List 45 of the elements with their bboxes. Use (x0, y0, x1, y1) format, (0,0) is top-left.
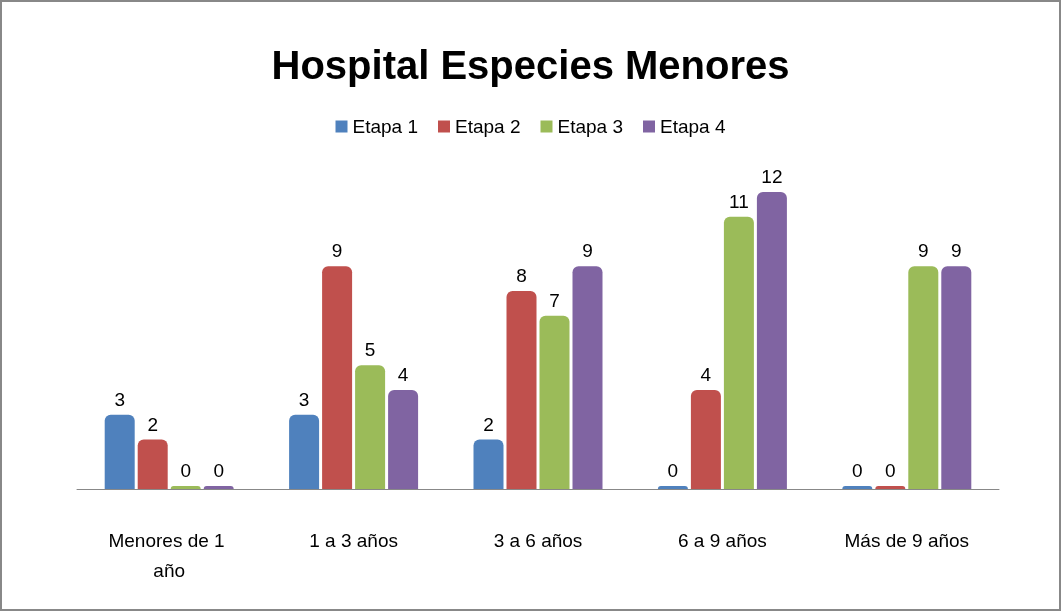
data-label: 9 (951, 240, 962, 262)
x-tick-label: 1 a 3 años (309, 529, 398, 551)
legend-label: Etapa 4 (660, 116, 726, 137)
bar (723, 216, 754, 489)
data-label: 0 (667, 460, 679, 481)
bar (322, 266, 353, 489)
legend-label: Etapa 2 (455, 116, 521, 137)
data-label: 9 (918, 240, 929, 262)
data-label: 5 (364, 339, 376, 361)
bar (473, 439, 504, 489)
data-label: 12 (761, 166, 783, 187)
data-label: 0 (180, 460, 191, 481)
bar (690, 390, 721, 489)
x-tick-label: Más de 9 años (844, 529, 970, 551)
data-label: 9 (331, 240, 343, 262)
legend-label: Etapa 1 (352, 116, 418, 137)
bar (289, 414, 320, 489)
bar (908, 266, 939, 489)
bar (572, 266, 603, 489)
data-label: 2 (483, 413, 494, 435)
data-label: 9 (582, 240, 593, 262)
data-label: 8 (516, 265, 527, 286)
data-label: 0 (885, 460, 896, 481)
chart-title: Hospital Especies Menores (271, 43, 790, 87)
data-label: 4 (397, 364, 409, 385)
bar (539, 315, 570, 489)
bar (388, 390, 419, 489)
data-label: 0 (213, 460, 224, 481)
legend-label: Etapa 3 (557, 116, 623, 137)
x-tick-label: 6 a 9 años (678, 529, 767, 551)
data-label: 3 (114, 388, 125, 410)
bar (137, 439, 168, 489)
data-label: 7 (549, 289, 560, 311)
data-label: 0 (852, 460, 863, 481)
bar (941, 266, 972, 489)
data-label: 3 (298, 388, 310, 410)
data-label: 11 (729, 190, 749, 212)
data-label: 2 (147, 413, 158, 435)
data-label: 4 (700, 364, 712, 385)
bar (756, 192, 787, 489)
bar (506, 291, 537, 489)
x-tick-label: 3 a 6 años (493, 529, 583, 551)
bar (355, 365, 386, 489)
x-tick-label: Menores de 1 año (108, 529, 230, 581)
bar (104, 414, 135, 489)
